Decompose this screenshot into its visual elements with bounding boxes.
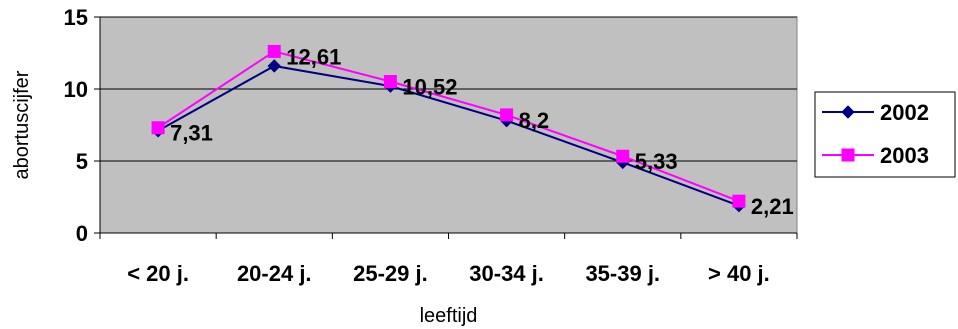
- x-tick-label: 20-24 j.: [237, 261, 312, 286]
- legend-marker-2002: [841, 105, 855, 119]
- series-line-2003: [157, 50, 740, 203]
- y-tick-label: 0: [76, 221, 88, 246]
- data-label: 2,21: [751, 194, 794, 219]
- data-point-2003: [732, 194, 746, 208]
- data-point-2003: [151, 121, 165, 135]
- data-point-2003: [383, 75, 397, 89]
- data-point-2002: [267, 59, 281, 73]
- data-label: 8,2: [519, 108, 550, 133]
- data-label: 12,61: [286, 44, 341, 69]
- y-tick-label: 5: [76, 149, 88, 174]
- data-label: 7,31: [170, 121, 213, 146]
- x-tick-label: 25-29 j.: [353, 261, 428, 286]
- x-axis-title: leeftijd: [420, 305, 478, 327]
- legend-label-2003: 2003: [880, 143, 929, 168]
- x-tick-label: 30-34 j.: [469, 261, 544, 286]
- series-2003: [151, 44, 746, 208]
- data-label: 10,52: [402, 75, 457, 100]
- x-tick-label: < 20 j.: [127, 261, 189, 286]
- y-axis-title: abortuscijfer: [11, 70, 33, 179]
- legend-label-2002: 2002: [880, 100, 929, 125]
- data-label: 5,33: [635, 149, 678, 174]
- data-point-2003: [267, 44, 281, 58]
- data-point-2003: [500, 108, 514, 122]
- legend: 2002 2003: [814, 91, 956, 178]
- y-tick-label: 15: [64, 5, 88, 30]
- legend-marker-2003: [841, 148, 855, 162]
- data-point-2003: [616, 149, 630, 163]
- x-tick-label: > 40 j.: [708, 261, 770, 286]
- y-tick-label: 10: [64, 77, 88, 102]
- x-tick-label: 35-39 j.: [585, 261, 660, 286]
- plot-area: [99, 16, 798, 234]
- legend-box: [814, 91, 956, 178]
- series-line-2002: [157, 64, 740, 207]
